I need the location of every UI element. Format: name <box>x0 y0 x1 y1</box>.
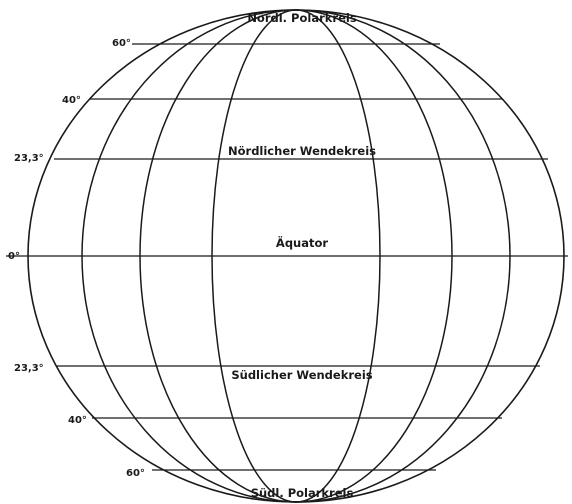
latitude-label-n-mid: 40° <box>62 95 81 106</box>
latitude-label-n-polar: 60° <box>112 38 131 49</box>
zone-labels: Nördl. Polarkreis Nördlicher Wendekreis Äq… <box>228 11 376 500</box>
zone-label-s-polar: Südl. Polarkreis <box>251 486 354 500</box>
parallels <box>6 43 568 471</box>
latitude-label-equator: 0° <box>8 251 20 262</box>
latitude-label-s-tropic: 23,3° <box>14 363 44 374</box>
zone-label-equator: Äquator <box>276 235 328 250</box>
zone-label-s-tropic: Südlicher Wendekreis <box>231 368 372 382</box>
zone-label-n-polar: Nördl. Polarkreis <box>247 11 357 25</box>
globe-outline <box>27 9 565 503</box>
zone-label-n-tropic: Nördlicher Wendekreis <box>228 144 376 158</box>
latitude-labels: 60° 40° 23,3° 0° 23,3° 40° 60° <box>8 38 145 479</box>
latitude-label-n-tropic: 23,3° <box>14 153 44 164</box>
latitude-label-s-mid: 40° <box>68 415 87 426</box>
latitude-label-s-polar: 60° <box>126 468 145 479</box>
